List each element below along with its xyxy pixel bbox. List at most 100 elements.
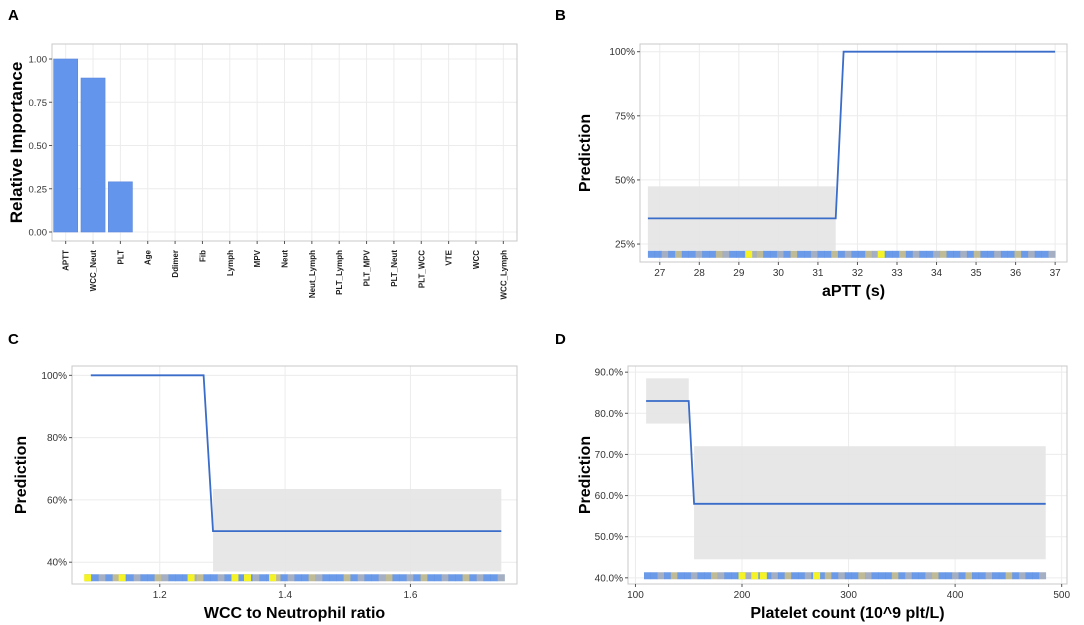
y-tick-label: 90.0% [595,368,623,379]
rug-cell [783,250,791,258]
rug-cell [770,250,778,258]
rug-cell [911,572,919,580]
x-tick-label: PLT_MPV [363,249,372,286]
rug-cell [998,572,1006,580]
confidence-ribbon [694,446,1046,560]
rug-highlight [813,572,821,580]
x-tick-label: 33 [891,268,903,279]
y-tick-label: 1.00 [29,55,48,66]
rug-cell [898,572,906,580]
rug-cell [885,572,893,580]
x-tick-label: 100 [627,590,644,601]
y-tick-label: 75% [615,111,635,122]
x-tick-label: 300 [840,590,857,601]
rug-cell [1007,250,1015,258]
rug-cell [953,250,961,258]
rug-cell [259,574,267,582]
x-tick-label: 32 [852,268,864,279]
rug-cell [441,574,449,582]
rug-cell [837,250,846,258]
x-tick-label: 31 [812,268,824,279]
rug-cell [675,250,683,258]
rug-cell [715,250,723,258]
rug-cell [661,250,669,258]
rug-cell [1014,250,1022,258]
rug-cell [958,572,966,580]
rug-cell [336,574,344,582]
rug-cell [932,250,941,258]
rug-cell [133,574,141,582]
x-tick-label: PLT_Lymph [335,250,344,295]
rug-cell [677,572,685,580]
rug-cell [392,574,400,582]
rug-cell [931,572,939,580]
rug-cell [280,574,288,582]
rug-cell [851,572,859,580]
rug-cell [994,250,1002,258]
x-tick-label: 28 [694,268,706,279]
rug-highlight [187,574,195,582]
x-tick-label: 35 [971,268,983,279]
prediction-line [646,400,1046,505]
rug-highlight [745,250,753,258]
rug-cell [670,572,678,580]
rug-highlight [759,572,767,580]
rug-cell [378,574,386,582]
rug-cell [1012,572,1020,580]
rug-cell [364,574,372,582]
bar-plt [108,181,133,233]
rug-cell [749,250,757,258]
x-tick-label: 1.4 [278,590,292,601]
rug-cell [1005,572,1013,580]
rug-cell [238,574,246,582]
x-tick-label: PLT_Neut [390,250,399,287]
x-tick-label: 29 [733,268,745,279]
rug-highlight [877,250,885,258]
rug-cell [804,572,812,580]
rug-cell [864,572,873,580]
rug-cell [938,572,946,580]
rug-cell [357,574,365,582]
rug-cell [1027,250,1036,258]
rug-cell [490,574,498,582]
rug-cell [434,574,442,582]
rug-cell [966,250,975,258]
rug-cell [905,250,914,258]
rug-cell [413,574,421,582]
rug-cell [329,574,337,582]
x-tick-label: WCC_Lymph [499,250,508,300]
rug-cell [972,572,980,580]
rug-cell [140,574,148,582]
rug-cell [98,574,106,582]
y-tick-label: 100% [609,47,635,58]
bar-wcc-neut [80,77,106,233]
y-tick-label: 50.0% [595,532,623,543]
rug-cell [818,572,826,580]
rug-cell [105,574,113,582]
x-tick-label: 400 [947,590,964,601]
rug-cell [252,574,260,582]
y-tick-label: 50% [615,175,635,186]
rug-cell [657,572,665,580]
rug-cell [885,250,893,258]
rug-cell [182,574,190,582]
y-tick-label: 40% [47,558,67,569]
rug-cell [385,574,393,582]
rug-cell [1048,250,1056,258]
rug-highlight [243,574,251,582]
rug-highlight [751,572,759,580]
rug-cell [420,574,428,582]
rug-cell [704,572,712,580]
rug-cell [462,574,470,582]
rug-cell [784,572,792,580]
rug-cell [710,572,719,580]
rug-cell [926,250,934,258]
rug-cell [724,572,732,580]
x-tick-label: Ddimer [171,250,180,278]
rug-cell [729,250,737,258]
x-tick-label: 36 [1010,268,1022,279]
rug-cell [154,574,162,582]
rug-cell [224,574,232,582]
rug-cell [918,572,926,580]
rug-cell [831,572,839,580]
